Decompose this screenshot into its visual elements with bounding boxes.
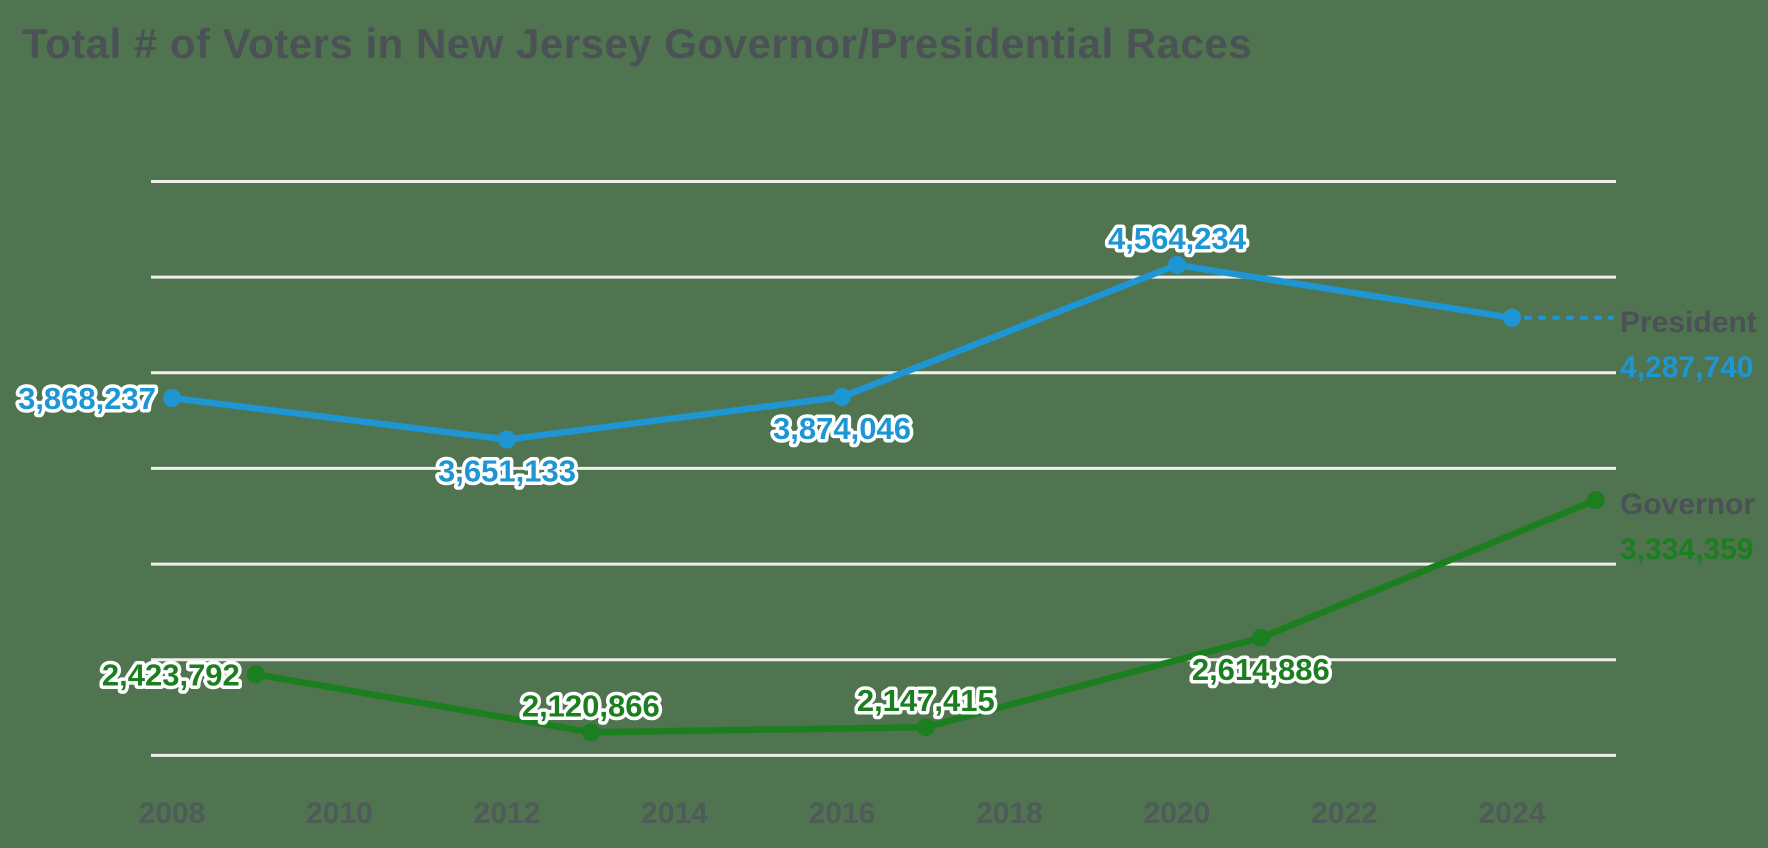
- x-tick-label-2008: 2008: [139, 797, 206, 830]
- governor-point-label-2009: 2,423,792: [102, 657, 240, 692]
- president-point-2008: [163, 389, 181, 407]
- president-point-label-2020: 4,564,234: [1108, 221, 1247, 256]
- x-tick-label-2022: 2022: [1311, 797, 1378, 830]
- governor-point-2025: [1586, 491, 1605, 510]
- governor-point-label-2021: 2,614,886: [1192, 652, 1330, 687]
- president-point-2012: [498, 430, 516, 449]
- governor-point-2021: [1251, 628, 1270, 647]
- president-series-name-label: President: [1620, 306, 1757, 339]
- president-point-label-2012: 3,651,133: [438, 454, 576, 489]
- president-point-2020: [1168, 255, 1186, 274]
- governor-point-2017: [916, 718, 935, 737]
- x-tick-label-2012: 2012: [474, 797, 541, 830]
- president-point-2016: [833, 387, 851, 406]
- x-tick-label-2010: 2010: [306, 797, 373, 830]
- x-tick-label-2014: 2014: [641, 797, 708, 830]
- x-tick-label-2018: 2018: [976, 797, 1043, 830]
- x-tick-label-2016: 2016: [809, 797, 876, 830]
- x-tick-label-2020: 2020: [1144, 797, 1211, 830]
- president-point-label-2016: 3,874,046: [773, 411, 911, 446]
- president-point-label-2008: 3,868,237: [18, 381, 156, 416]
- governor-point-label-2013: 2,120,866: [522, 688, 660, 723]
- governor-point-2009: [246, 665, 265, 684]
- x-tick-label-2024: 2024: [1479, 797, 1546, 830]
- governor-point-label-2017: 2,147,415: [857, 683, 995, 718]
- chart-title: Total # of Voters in New Jersey Governor…: [22, 20, 1253, 67]
- governor-series-value-label: 3,334,359: [1620, 533, 1753, 566]
- president-point-2024: [1503, 308, 1521, 327]
- governor-point-2013: [581, 723, 600, 742]
- governor-series-name-label: Governor: [1620, 488, 1755, 521]
- president-series-value-label: 4,287,740: [1620, 351, 1753, 384]
